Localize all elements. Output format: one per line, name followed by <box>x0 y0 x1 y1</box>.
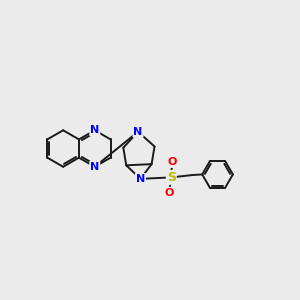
Text: N: N <box>90 162 99 172</box>
Text: N: N <box>90 125 99 135</box>
Text: N: N <box>134 127 143 137</box>
Text: S: S <box>167 171 176 184</box>
Text: O: O <box>167 157 177 167</box>
Text: O: O <box>164 188 174 198</box>
Text: N: N <box>136 174 145 184</box>
